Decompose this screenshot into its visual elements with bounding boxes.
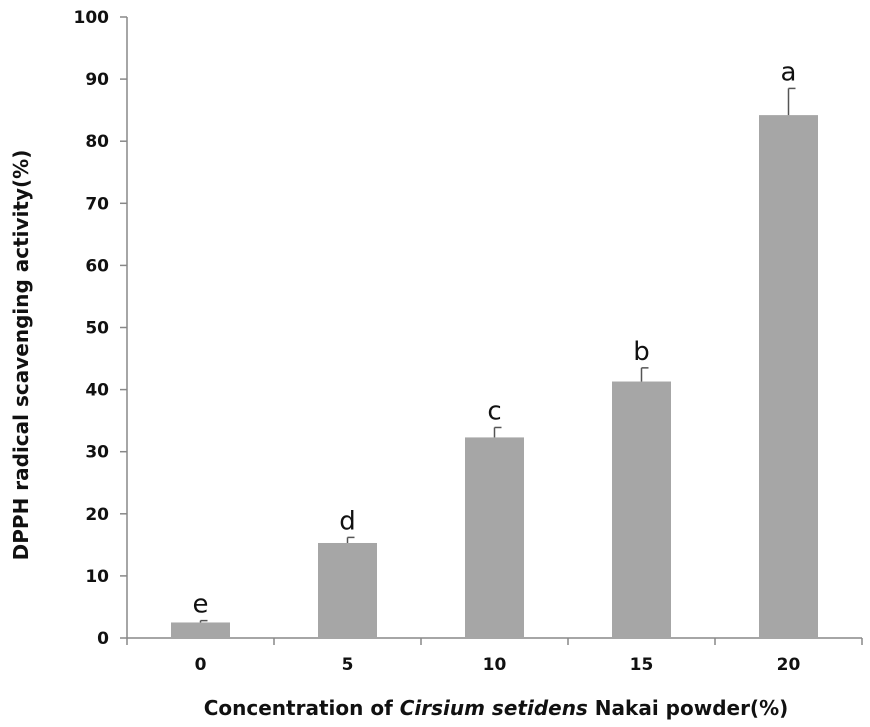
y-axis-ticks: 0 10 20 30 40 50 60 70 80 90 100 — [74, 8, 127, 649]
x-axis-ticks: 0 5 10 15 20 — [126, 638, 863, 675]
x-axis-title-part: Concentration of — [204, 696, 400, 720]
x-tick-label: 10 — [483, 655, 507, 675]
x-axis-title: Concentration of Cirsium setidens Nakai … — [204, 696, 789, 720]
bars — [171, 115, 818, 639]
bar — [612, 381, 671, 638]
x-tick-label: 20 — [777, 655, 801, 675]
y-tick-label: 90 — [85, 70, 109, 90]
x-tick-label: 5 — [342, 655, 354, 675]
x-tick-label: 15 — [630, 655, 654, 675]
significance-letter: b — [633, 337, 650, 367]
y-tick-label: 70 — [85, 194, 109, 214]
significance-letter: d — [339, 506, 356, 536]
y-axis-title: DPPH radical scavenging activity(%) — [9, 150, 33, 561]
bar — [171, 622, 230, 638]
y-tick-label: 80 — [85, 132, 109, 152]
y-tick-label: 100 — [74, 8, 110, 28]
significance-letter: c — [487, 396, 501, 426]
y-tick-label: 40 — [85, 381, 109, 401]
y-tick-label: 0 — [97, 629, 109, 649]
significance-labels: e d c b a — [193, 57, 797, 619]
y-tick-label: 10 — [85, 567, 109, 587]
bar — [318, 542, 377, 638]
bar — [465, 437, 524, 638]
x-axis-title-part: Nakai powder(%) — [588, 696, 788, 720]
y-tick-label: 20 — [85, 505, 109, 525]
error-bars — [199, 87, 796, 623]
x-axis-title-species: Cirsium setidens — [400, 696, 588, 720]
significance-letter: e — [193, 590, 209, 620]
y-tick-label: 50 — [85, 319, 109, 339]
bar — [759, 115, 818, 639]
x-tick-label: 0 — [195, 655, 207, 675]
y-tick-label: 30 — [85, 443, 109, 463]
y-tick-label: 60 — [85, 256, 109, 276]
significance-letter: a — [781, 57, 797, 87]
